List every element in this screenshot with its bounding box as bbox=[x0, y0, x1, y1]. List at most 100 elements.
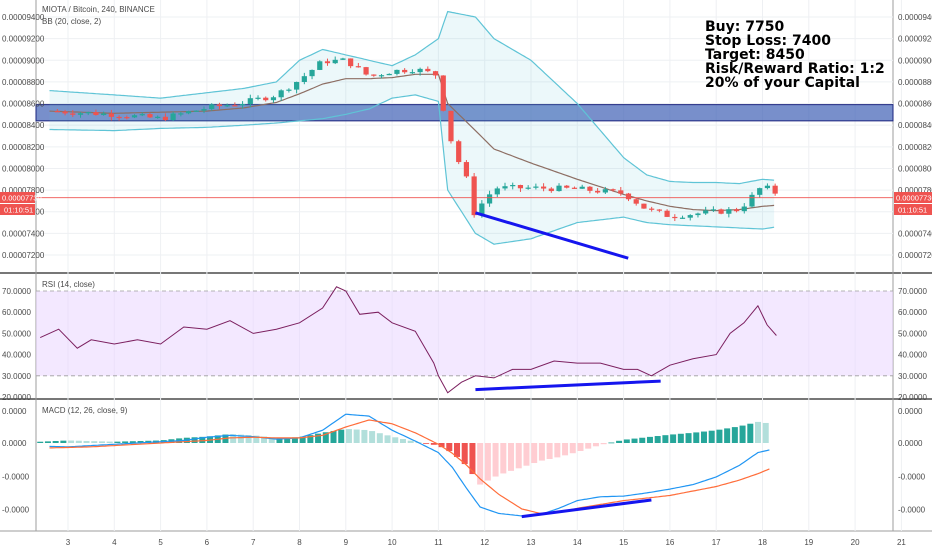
price-tick-left: 0.00008800 bbox=[2, 78, 45, 87]
macd-group bbox=[37, 413, 770, 519]
candle-body bbox=[656, 209, 662, 211]
candle-body bbox=[733, 209, 740, 212]
candle-body bbox=[687, 215, 693, 218]
rsi-tick-left: 40.0000 bbox=[2, 351, 31, 360]
rsi-tick-left: 60.0000 bbox=[2, 308, 31, 317]
bb-band-fill bbox=[49, 11, 775, 245]
macd-histogram-bar bbox=[623, 439, 630, 443]
time-tick-label: 3 bbox=[66, 538, 71, 547]
candle-body bbox=[564, 185, 570, 188]
candle-body bbox=[324, 61, 331, 64]
macd-histogram-bar bbox=[461, 443, 468, 465]
macd-histogram-bar bbox=[407, 440, 414, 443]
bb-indicator-label: BB (20, close, 2) bbox=[42, 17, 101, 26]
macd-histogram-bar bbox=[592, 443, 599, 447]
macd-histogram-bar bbox=[199, 436, 206, 443]
rsi-title: RSI (14, close) bbox=[42, 280, 95, 289]
macd-histogram-bar bbox=[577, 443, 584, 451]
macd-histogram-bar bbox=[268, 437, 275, 443]
time-tick-label: 9 bbox=[344, 538, 349, 547]
candle-body bbox=[633, 199, 639, 204]
candle-body bbox=[417, 68, 423, 73]
candle-body bbox=[239, 104, 246, 106]
macd-histogram-bar bbox=[755, 421, 762, 443]
price-badge-right: 0.00007730 01:10:51 bbox=[894, 192, 932, 215]
candle-body bbox=[764, 185, 771, 189]
candle-body bbox=[741, 206, 747, 212]
macd-histogram-bar bbox=[538, 443, 545, 461]
candle-body bbox=[101, 113, 107, 116]
candle-body bbox=[456, 141, 462, 163]
price-tick-right: 0.00007800 bbox=[898, 186, 932, 195]
candle-body bbox=[309, 69, 315, 77]
candle-body bbox=[340, 58, 346, 60]
candle-body bbox=[525, 187, 531, 189]
candle-body bbox=[209, 104, 215, 110]
macd-histogram-bar bbox=[631, 438, 638, 443]
time-tick-label: 6 bbox=[205, 538, 210, 547]
price-tick-left: 0.00008400 bbox=[2, 121, 45, 130]
macd-tick-right: 0.0000 bbox=[898, 407, 923, 416]
rsi-tick-left: 20.0000 bbox=[2, 393, 31, 402]
rsi-band-fill bbox=[36, 291, 893, 376]
macd-histogram-bar bbox=[608, 442, 615, 444]
rsi-tick-right: 20.0000 bbox=[898, 393, 927, 402]
price-tick-right: 0.00007400 bbox=[898, 229, 932, 238]
macd-histogram-bar bbox=[137, 440, 144, 443]
candle-body bbox=[695, 213, 701, 216]
candle-body bbox=[772, 185, 778, 194]
macd-histogram-bar bbox=[129, 441, 136, 443]
macd-tick-right: 0.0000 bbox=[898, 439, 923, 448]
candle-body bbox=[579, 186, 585, 189]
macd-histogram-bar bbox=[91, 441, 98, 443]
macd-histogram-bar bbox=[60, 440, 67, 443]
price-tick-right: 0.00007200 bbox=[898, 251, 932, 260]
macd-histogram-bar bbox=[399, 439, 406, 443]
bollinger-band-group bbox=[49, 10, 775, 245]
price-badge-right-value: 0.00007730 bbox=[896, 194, 932, 203]
macd-histogram-bar bbox=[469, 443, 476, 475]
candle-body bbox=[502, 186, 508, 189]
macd-histogram-bar bbox=[670, 434, 677, 443]
macd-histogram-bar bbox=[353, 429, 360, 443]
candle-body bbox=[471, 176, 477, 216]
macd-histogram-bar bbox=[484, 443, 491, 481]
time-tick-label: 16 bbox=[665, 538, 674, 547]
price-tick-left: 0.00009000 bbox=[2, 56, 45, 65]
rsi-tick-left: 30.0000 bbox=[2, 372, 31, 381]
candle-body bbox=[448, 110, 454, 142]
macd-histogram-bar bbox=[191, 437, 198, 443]
candle-body bbox=[718, 209, 724, 214]
macd-histogram-bar bbox=[508, 443, 515, 471]
macd-histogram-bar bbox=[600, 443, 607, 445]
candle-body bbox=[587, 186, 593, 191]
candle-body bbox=[278, 90, 284, 98]
candle-body bbox=[440, 75, 446, 111]
candle-body bbox=[641, 203, 647, 209]
signal-line bbox=[49, 419, 770, 515]
macd-histogram-bar bbox=[114, 441, 121, 443]
candle-body bbox=[355, 66, 361, 68]
candle-body bbox=[394, 69, 400, 74]
macd-tick-right: -0.0000 bbox=[898, 472, 926, 481]
candle-body bbox=[679, 217, 686, 219]
main-annotations bbox=[36, 197, 893, 260]
price-tick-right: 0.00009000 bbox=[898, 56, 932, 65]
macd-histogram-bar bbox=[307, 435, 314, 443]
candle-body bbox=[170, 113, 176, 121]
macd-histogram-bar bbox=[438, 443, 445, 448]
macd-histogram-bar bbox=[75, 440, 82, 443]
candle-body bbox=[463, 162, 470, 177]
price-tick-left: 0.00007400 bbox=[2, 229, 45, 238]
macd-histogram-bar bbox=[500, 443, 507, 474]
candle-body bbox=[286, 89, 292, 91]
candle-body bbox=[116, 116, 122, 119]
candle-body bbox=[185, 111, 192, 114]
rsi-line bbox=[39, 286, 777, 394]
rsi-tick-right: 70.0000 bbox=[898, 287, 927, 296]
macd-histogram-bar bbox=[654, 436, 661, 443]
capital-text: 20% of your Capital bbox=[705, 75, 860, 91]
candle-body bbox=[649, 208, 655, 210]
